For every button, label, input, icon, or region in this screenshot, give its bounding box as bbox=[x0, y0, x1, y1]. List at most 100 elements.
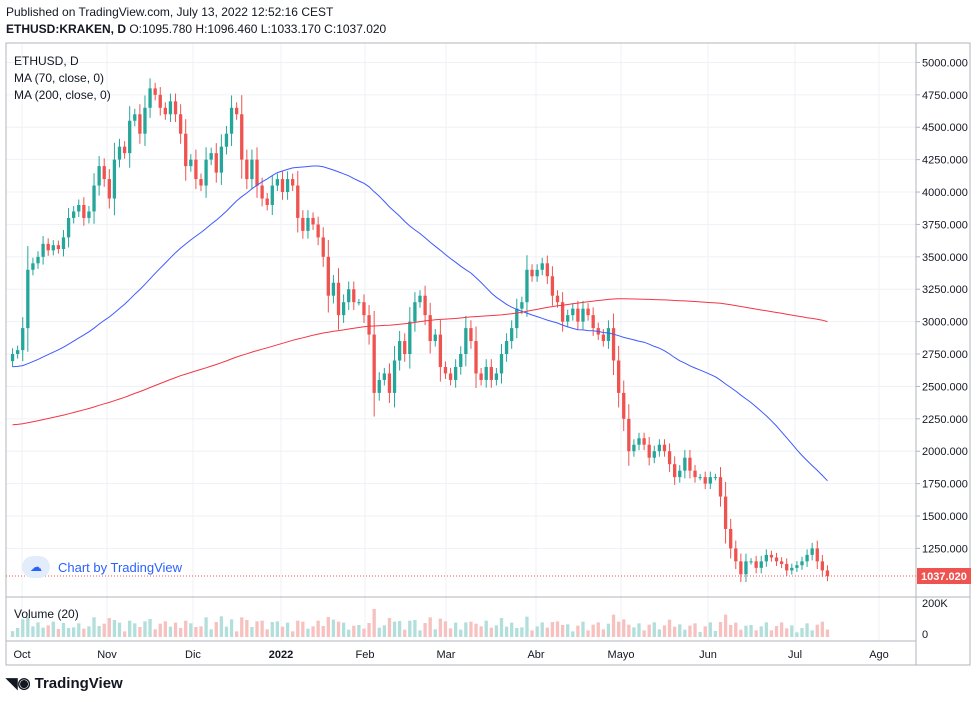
volume-bar bbox=[423, 623, 427, 637]
candle-body bbox=[56, 245, 61, 250]
volume-bar bbox=[357, 625, 361, 637]
price-tick-label: 4500.000 bbox=[922, 122, 968, 134]
candle-body bbox=[224, 133, 229, 147]
volume-bar bbox=[469, 621, 473, 637]
candle-body bbox=[769, 554, 774, 558]
symbol-ohlc-line: ETHUSD:KRAKEN, D O:1095.780 H:1096.460 L… bbox=[6, 22, 386, 36]
candle-body bbox=[219, 146, 224, 173]
candle-body bbox=[280, 179, 285, 193]
volume-bar bbox=[397, 621, 402, 637]
candle-body bbox=[382, 373, 387, 380]
volume-bar bbox=[596, 622, 600, 637]
volume-bar bbox=[61, 623, 66, 637]
volume-bar bbox=[749, 625, 753, 637]
watermark-label: Chart by TradingView bbox=[58, 559, 183, 575]
candle-body bbox=[392, 360, 397, 393]
candle-body bbox=[673, 464, 677, 478]
volume-bar bbox=[448, 628, 453, 637]
volume-bar bbox=[464, 622, 468, 637]
time-tick-label: Nov bbox=[97, 649, 117, 661]
candle-body bbox=[97, 166, 101, 186]
footer-logo[interactable]: ◥◉ TradingView bbox=[6, 674, 123, 693]
candle-body bbox=[545, 263, 549, 277]
candle-body bbox=[234, 107, 239, 115]
volume-bar bbox=[566, 624, 570, 637]
volume-bar bbox=[662, 625, 667, 637]
volume-bar bbox=[240, 617, 244, 637]
candle-body bbox=[688, 457, 692, 471]
volume-bar bbox=[652, 622, 656, 637]
volume-bar bbox=[825, 629, 830, 637]
legend-ma70: MA (70, close, 0) bbox=[14, 71, 105, 85]
candle-body bbox=[637, 438, 641, 445]
candle-body bbox=[275, 179, 280, 186]
time-tick-label: Abr bbox=[527, 649, 544, 661]
candle-body bbox=[72, 211, 76, 218]
candle-body bbox=[616, 360, 621, 393]
candle-body bbox=[683, 457, 687, 471]
volume-bar bbox=[41, 627, 45, 637]
published-line: Published on TradingView.com, July 13, 2… bbox=[6, 5, 334, 19]
volume-bar bbox=[189, 623, 193, 637]
candle-body bbox=[739, 561, 743, 575]
candle-body bbox=[270, 185, 274, 205]
volume-bar bbox=[545, 627, 549, 637]
volume-bar bbox=[31, 626, 35, 637]
candle-body bbox=[703, 477, 707, 484]
candle-body bbox=[21, 328, 25, 351]
legend-symbol: ETHUSD, D bbox=[14, 54, 79, 68]
candle-body bbox=[576, 308, 580, 322]
volume-bar bbox=[229, 619, 234, 637]
volume-bar bbox=[372, 609, 376, 637]
time-tick-label: Jul bbox=[788, 649, 802, 661]
candle-body bbox=[372, 334, 376, 393]
candle-body bbox=[66, 217, 71, 238]
candle-body bbox=[774, 557, 779, 562]
candle-body bbox=[591, 315, 595, 329]
candle-body bbox=[36, 256, 40, 264]
volume-bar bbox=[683, 629, 687, 637]
candle-body bbox=[15, 350, 20, 355]
candle-body bbox=[61, 237, 66, 250]
time-tick-label: Feb bbox=[356, 649, 375, 661]
tradingview-watermark[interactable]: ☁ Chart by TradingView bbox=[22, 556, 182, 578]
candle-body bbox=[138, 114, 142, 134]
candle-body bbox=[622, 392, 626, 419]
volume-bar bbox=[270, 622, 274, 637]
volume-bar bbox=[133, 623, 137, 637]
candle-body bbox=[555, 295, 560, 303]
candle-body bbox=[469, 328, 473, 342]
ohlc-text: O:1095.780 H:1096.460 L:1033.170 C:1037.… bbox=[129, 22, 387, 36]
volume-bar bbox=[245, 620, 249, 637]
candle-body bbox=[107, 179, 111, 199]
candle-body bbox=[678, 470, 682, 478]
price-tick-label: 4750.000 bbox=[922, 90, 968, 102]
candle-body bbox=[729, 528, 733, 549]
price-tick-label: 1750.000 bbox=[922, 479, 968, 491]
volume-bar bbox=[413, 620, 417, 637]
volume-bar bbox=[148, 619, 152, 637]
candle-body bbox=[92, 185, 96, 212]
candle-body bbox=[133, 114, 137, 121]
volume-bar bbox=[667, 619, 672, 637]
volume-bar bbox=[10, 631, 15, 637]
volume-bar bbox=[810, 630, 814, 637]
candle-body bbox=[515, 308, 519, 329]
volume-bar bbox=[586, 630, 590, 637]
candle-body bbox=[301, 217, 305, 231]
time-axis: Oct Nov Dic 2022 Feb Mar Abr Mayo Jun Jul Ago bbox=[13, 649, 888, 661]
candle-body bbox=[601, 334, 606, 342]
candle-body bbox=[494, 373, 499, 380]
volume-bar bbox=[779, 622, 784, 637]
candle-body bbox=[790, 567, 794, 571]
candle-body bbox=[642, 438, 646, 445]
volume-bar bbox=[657, 629, 662, 637]
candle-body bbox=[423, 295, 427, 316]
volume-bar bbox=[703, 626, 707, 637]
candle-body bbox=[810, 548, 814, 555]
volume-bar bbox=[759, 626, 763, 637]
volume-bar bbox=[72, 627, 76, 637]
candle-body bbox=[326, 256, 330, 296]
volume-bar bbox=[723, 614, 728, 637]
